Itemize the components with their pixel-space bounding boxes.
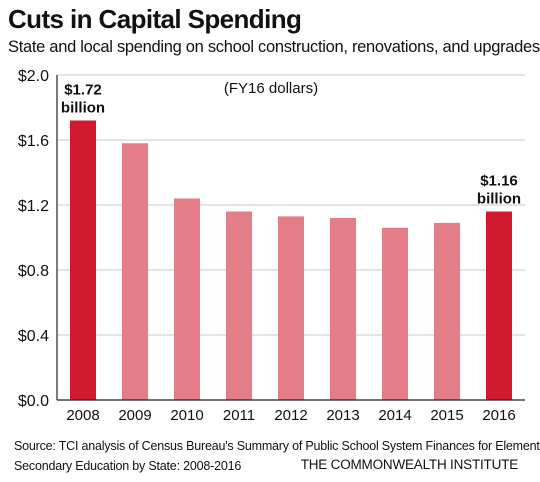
- data-label-value: $1.16: [480, 173, 518, 190]
- source-note-line2: Secondary Education by State: 2008-2016: [14, 459, 242, 473]
- bar-chart: $0.0 $0.4 $0.8 $1.2 $1.6 $2.0 2008 2009 2010 2011…: [18, 68, 525, 424]
- units-annotation: (FY16 dollars): [224, 80, 318, 97]
- bar-2009: [122, 143, 148, 400]
- x-tick-label: 2016: [482, 407, 515, 424]
- bar-2014: [382, 227, 408, 400]
- bar-2011: [226, 211, 252, 400]
- x-tick-label: 2013: [326, 407, 359, 424]
- bar-2008: [70, 120, 96, 400]
- y-tick-label: $2.0: [18, 68, 49, 85]
- y-tick-label: $1.2: [18, 198, 49, 215]
- organization-credit: THE COMMONWEALTH INSTITUTE: [300, 457, 518, 472]
- y-tick-label: $0.4: [18, 328, 49, 345]
- data-label-unit: billion: [477, 191, 521, 208]
- x-tick-label: 2009: [118, 407, 151, 424]
- bar-2010: [174, 198, 200, 400]
- bar-2013: [330, 218, 356, 400]
- y-tick-label: $1.6: [18, 133, 49, 150]
- data-label-unit: billion: [61, 100, 105, 117]
- x-tick-label: 2015: [430, 407, 463, 424]
- y-tick-label: $0.8: [18, 263, 49, 280]
- x-tick-label: 2010: [170, 407, 203, 424]
- x-tick-label: 2012: [274, 407, 307, 424]
- source-note-line1: Source: TCI analysis of Census Bureau's …: [14, 439, 540, 453]
- data-label-value: $1.72: [64, 82, 102, 99]
- chart-title: Cuts in Capital Spending: [8, 4, 302, 34]
- x-tick-label: 2014: [378, 407, 411, 424]
- x-tick-label: 2011: [223, 407, 255, 424]
- chart-subtitle: State and local spending on school const…: [8, 38, 540, 56]
- bar-2015: [434, 222, 460, 400]
- y-tick-label: $0.0: [18, 393, 49, 410]
- bar-2016: [486, 211, 512, 400]
- x-tick-label: 2008: [66, 407, 99, 424]
- bar-2012: [278, 216, 304, 400]
